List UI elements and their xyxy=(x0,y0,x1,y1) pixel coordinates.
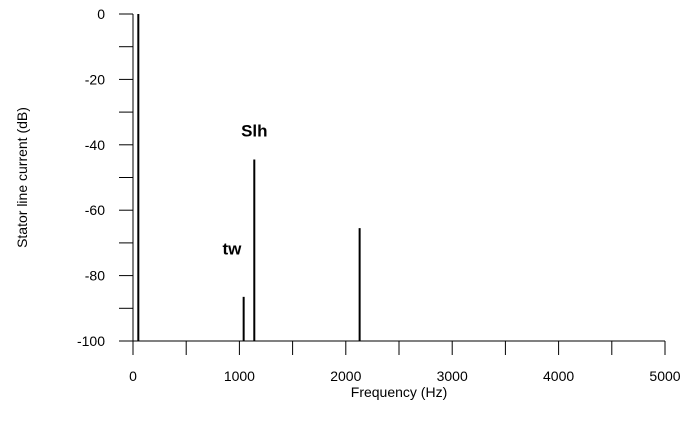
y-tick-label-4: -80 xyxy=(85,268,105,284)
x-tick-label-1: 1000 xyxy=(224,368,255,384)
x-tick-label-3: 3000 xyxy=(437,368,468,384)
x-tick-label-5: 5000 xyxy=(649,368,680,384)
y-tick-label-0: 0 xyxy=(97,6,105,22)
annotations: Slh tw xyxy=(223,122,268,259)
y-tick-label-1: -20 xyxy=(85,71,105,87)
x-tick-label-4: 4000 xyxy=(543,368,574,384)
y-tick-label-2: -40 xyxy=(85,137,105,153)
y-axis-title: Stator line current (dB) xyxy=(14,107,30,248)
x-tick-label-0: 0 xyxy=(129,368,137,384)
x-axis-ticks: 0 1000 2000 3000 4000 5000 xyxy=(129,341,681,384)
y-tick-label-5: -100 xyxy=(77,333,105,349)
annotation-slh: Slh xyxy=(241,122,267,141)
x-tick-label-2: 2000 xyxy=(330,368,361,384)
y-tick-label-3: -60 xyxy=(85,202,105,218)
x-axis-title: Frequency (Hz) xyxy=(351,384,447,400)
axes xyxy=(132,14,665,342)
spectrum-series xyxy=(133,14,665,342)
annotation-tw: tw xyxy=(223,239,243,258)
y-axis-ticks: 0 -20 -40 -60 -80 -100 xyxy=(77,6,133,349)
